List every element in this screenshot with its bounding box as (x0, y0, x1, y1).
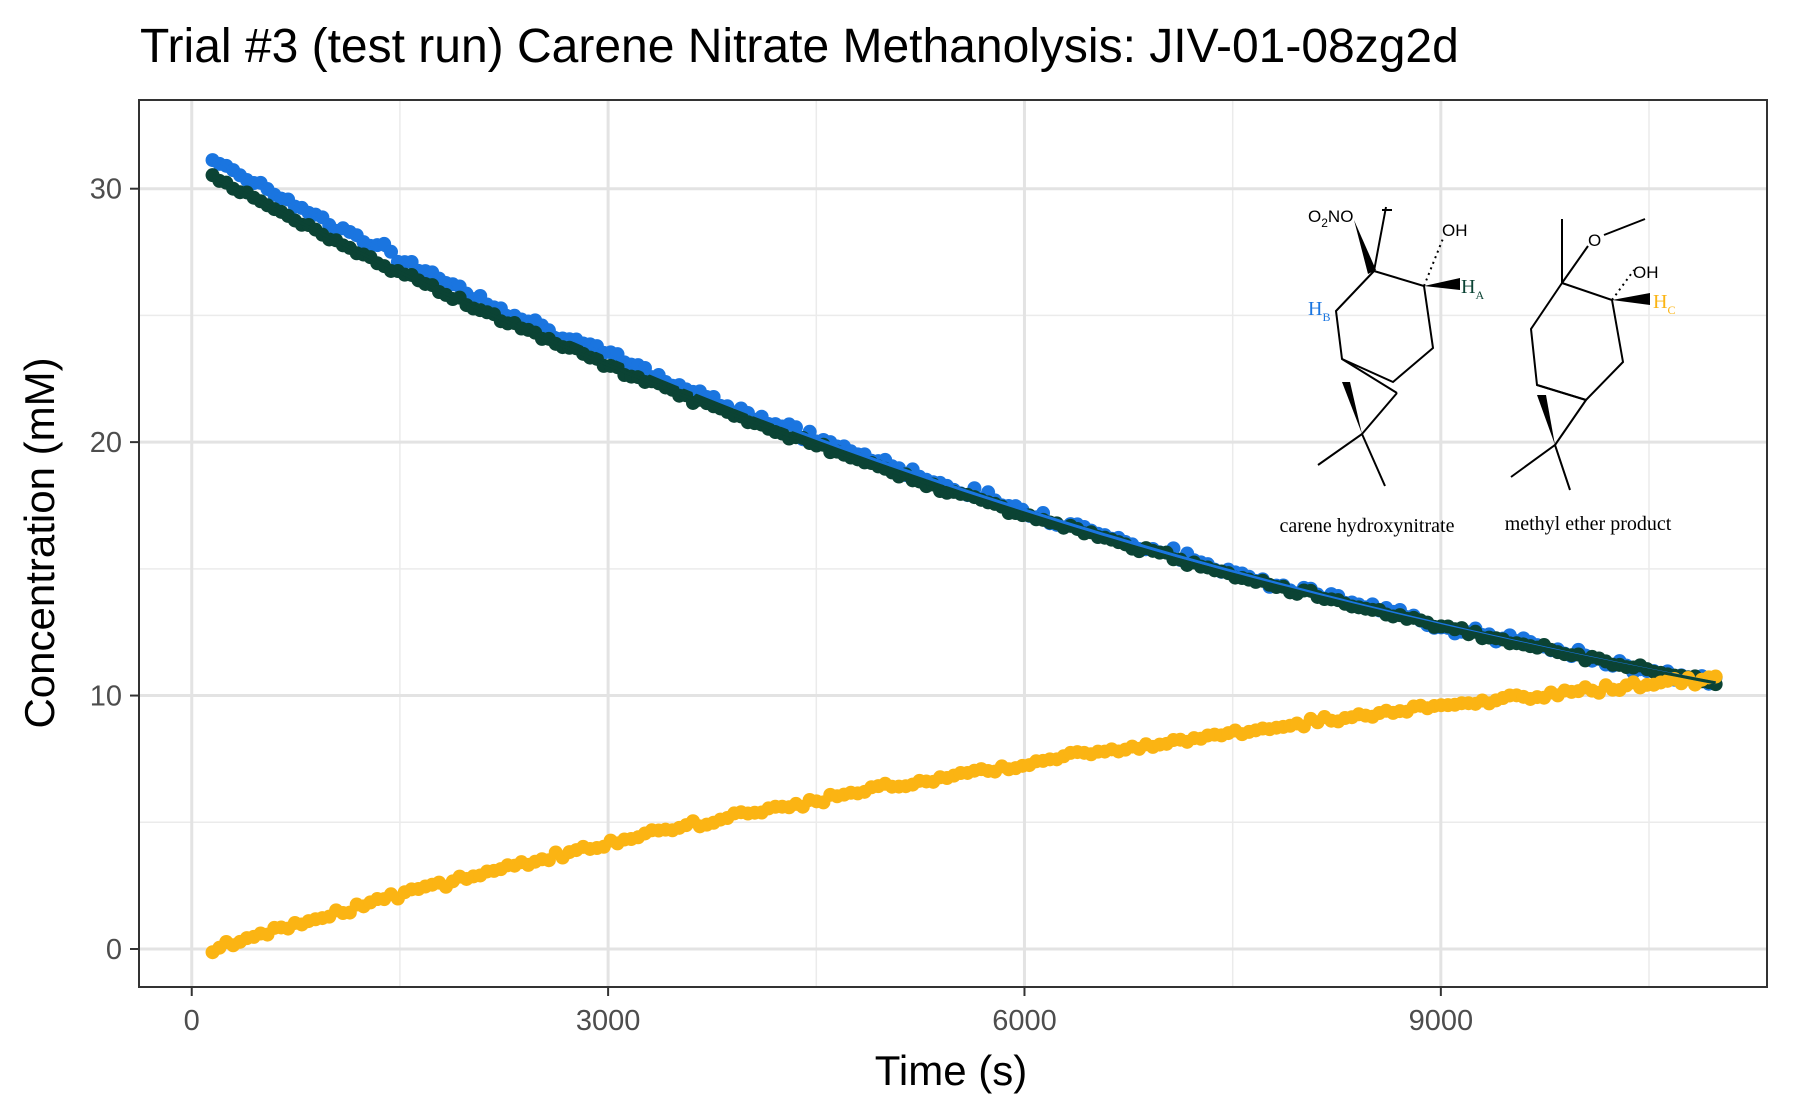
grid (139, 100, 1767, 987)
y-tick-label: 0 (106, 934, 122, 966)
axes: 0 3000 6000 9000 0 10 20 30 (90, 174, 1473, 1037)
structure-methyl-ether (1510, 218, 1650, 491)
x-tick-label: 6000 (992, 1005, 1057, 1037)
o-methyl-label: O (1588, 231, 1601, 250)
y-tick-label: 30 (90, 174, 122, 206)
x-tick-label: 9000 (1409, 1005, 1474, 1037)
y-tick-label: 20 (90, 427, 122, 459)
chart-title: Trial #3 (test run) Carene Nitrate Metha… (140, 20, 1459, 73)
plot-background (139, 100, 1767, 987)
o2no-label: O2NO (1308, 207, 1353, 230)
oh-label-1: OH (1442, 221, 1468, 240)
x-tick-label: 3000 (576, 1005, 641, 1037)
data-point (1708, 669, 1723, 684)
fit-line (211, 174, 1716, 685)
oh-label-2: OH (1633, 263, 1659, 282)
caption-carene-hydroxynitrate: carene hydroxynitrate (1280, 515, 1455, 537)
fit-lines (211, 156, 1716, 685)
caption-methyl-ether-product: methyl ether product (1505, 513, 1672, 535)
x-tick-label: 0 (184, 1005, 200, 1037)
y-axis-title: Concentration (mM) (16, 357, 63, 728)
structure-carene-hydroxynitrate (1317, 206, 1460, 487)
x-axis-title: Time (s) (875, 1047, 1027, 1094)
chemical-structures-inset (1317, 206, 1650, 491)
y-tick-label: 10 (90, 681, 122, 713)
plot-panel-border (138, 99, 1768, 988)
